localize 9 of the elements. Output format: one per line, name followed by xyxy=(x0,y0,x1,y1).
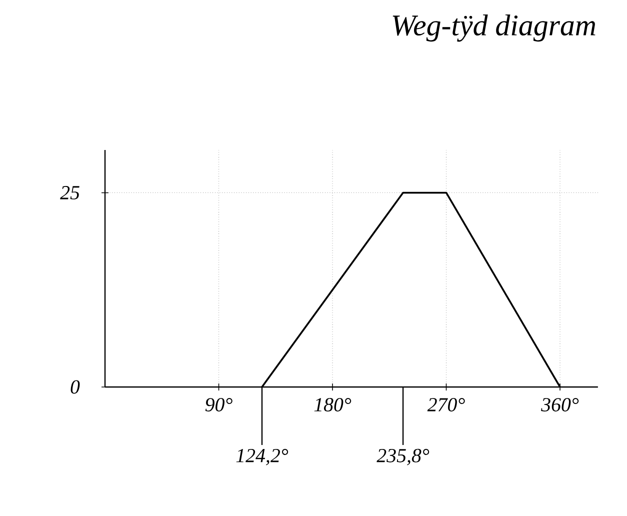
x-tick-label: 90° xyxy=(205,398,232,412)
chart-title: Weg-tÿd diagram xyxy=(392,14,596,42)
x-tick-label: 180° xyxy=(314,398,352,412)
x-tick-label: 270° xyxy=(427,398,465,412)
ref-line-label: 235,8° xyxy=(376,448,430,466)
ref-line-label: 124,2° xyxy=(236,448,288,466)
y-tick-label: 0 xyxy=(70,380,80,394)
y-tick-label: 25 xyxy=(60,186,80,200)
x-tick-label: 360° xyxy=(541,398,579,412)
